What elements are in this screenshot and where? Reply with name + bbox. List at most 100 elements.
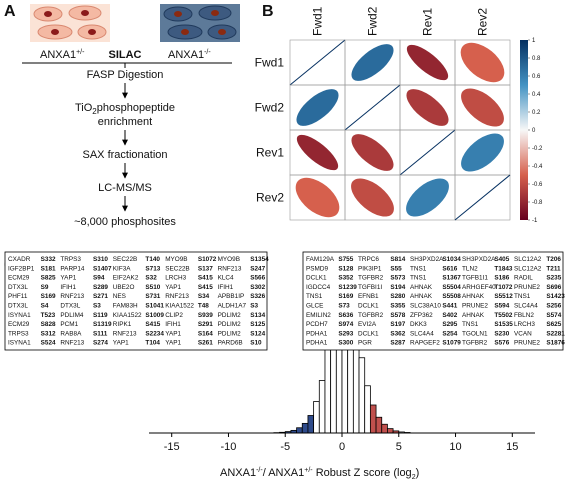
phosphosite: S111	[93, 330, 108, 337]
phosphosite: S300	[338, 340, 353, 347]
phosphosite: S510	[145, 284, 160, 291]
colorbar-tick-label: -0.2	[532, 146, 543, 152]
phosphosite: S415	[198, 275, 213, 282]
phosphosite: S713	[145, 265, 160, 272]
histogram-bar	[364, 385, 371, 434]
gene-name: RAB8A	[60, 330, 82, 337]
gene-name: TGOLN1	[462, 330, 488, 337]
gene-name: IGF2BP1	[8, 265, 35, 272]
phosphosite: S326	[250, 293, 265, 300]
diagonal-line	[399, 129, 456, 176]
gene-name: KIAA1522	[113, 312, 142, 319]
gene-name: TNS1	[410, 275, 427, 282]
histogram-bar	[381, 423, 388, 434]
workflow-step: enrichment	[98, 116, 152, 128]
correlation-ellipse	[351, 134, 394, 171]
workflow-step: FASP Digestion	[87, 69, 164, 81]
gene-name: RNF213	[113, 330, 137, 337]
phosphosite: S415	[145, 321, 160, 328]
colorbar-tick-label: -0.4	[532, 164, 543, 170]
phosphosite: S310	[93, 256, 108, 263]
correlation-ellipse	[351, 44, 394, 81]
x-tick-label: -5	[280, 441, 290, 453]
gene-name: RNF213	[218, 265, 242, 272]
phosphosite: S524	[41, 340, 56, 347]
phosphosite: T140	[145, 256, 160, 263]
phosphosite: S274	[93, 340, 108, 347]
gene-name: AHNAK	[410, 284, 433, 291]
phosphosite: S1079	[442, 340, 461, 347]
histogram-bar	[301, 422, 309, 434]
phosphosite: S164	[198, 330, 213, 337]
phosphosite: S293	[338, 330, 353, 337]
gene-name: PHF11	[8, 293, 28, 300]
gene-name: IFIH1	[165, 321, 181, 328]
gene-name: TNS1	[462, 321, 479, 328]
gene-name: RIPK1	[113, 321, 132, 328]
gene-name: TNS1	[306, 293, 323, 300]
phosphosite: S291	[198, 321, 213, 328]
gene-name: PDHA1	[306, 330, 328, 337]
phosphosite: S287	[390, 340, 405, 347]
phosphosite: T1072	[494, 284, 513, 291]
gene-name: LRCH3	[165, 275, 186, 282]
phosphosite: S125	[250, 321, 265, 328]
gene-name: DTX3L	[8, 303, 28, 310]
gene-name: RNF213	[165, 293, 189, 300]
phosphosite: S636	[338, 312, 353, 319]
gene-name: DKK3	[410, 321, 427, 328]
gene-name: DCLK1	[358, 330, 379, 337]
phosphosite: S402	[442, 312, 457, 319]
phosphosite: S137	[198, 265, 213, 272]
colorbar-tick-label: 0	[532, 128, 536, 134]
correlation-ellipse	[295, 177, 340, 218]
gene-name: ECM29	[8, 275, 30, 282]
gene-name: CXADR	[8, 256, 31, 263]
correlation-ellipse	[461, 133, 504, 172]
correlation-ellipse	[406, 178, 449, 217]
phosphosite: S5512	[494, 293, 513, 300]
gene-name: YAP1	[165, 284, 181, 291]
x-tick-label: -10	[221, 441, 237, 453]
histogram-bar	[387, 428, 394, 434]
phosphosite: S332	[41, 256, 56, 263]
histogram-bar	[324, 348, 332, 434]
phosphosite: S441	[442, 303, 457, 310]
gene-name: DTX3L	[60, 303, 80, 310]
phosphosite: S256	[546, 303, 561, 310]
x-tick-label: 10	[449, 441, 461, 453]
phosphosite: S1423	[546, 293, 565, 300]
gene-name: YAP1	[113, 340, 129, 347]
phosphosite: S625	[546, 321, 561, 328]
condition: ANXA1+/-	[40, 49, 85, 61]
histogram-bar	[375, 416, 383, 434]
phosphosite: T523	[41, 312, 56, 319]
gene-name: DTX3L	[8, 284, 28, 291]
gene-name: TGFBI1I	[358, 284, 382, 291]
gene-name: TRPC6	[358, 256, 379, 263]
gene-name: CLIP2	[165, 312, 183, 319]
histogram-bar	[318, 380, 326, 434]
gene-name: PGR	[358, 340, 372, 347]
phosphosite: S9	[41, 284, 49, 291]
gene-name: RNF213	[60, 293, 84, 300]
correlation-ellipse	[406, 89, 449, 126]
phosphosite: S355	[390, 303, 405, 310]
correlation-ellipse	[351, 178, 394, 217]
phosphosite: S3	[250, 303, 258, 310]
gene-name: YAP1	[165, 330, 181, 337]
gene-name: SH3PXD2A	[462, 256, 496, 263]
colorbar-tick-label: 0.8	[532, 56, 541, 62]
gene-name: EVI2A	[358, 321, 377, 328]
gene-name: IGDCC4	[306, 284, 331, 291]
gene-name: SLC38A10	[410, 303, 441, 310]
cell	[454, 174, 511, 221]
phosphosite: S578	[390, 312, 405, 319]
gene-name: PCDH7	[306, 321, 328, 328]
colorbar-tick-label: -0.8	[532, 200, 543, 206]
correlation-ellipse	[461, 88, 504, 127]
gene-name: AHNAK	[462, 312, 485, 319]
gene-name: PARP14	[60, 265, 84, 272]
gene-name: EIF2AK2	[113, 275, 139, 282]
